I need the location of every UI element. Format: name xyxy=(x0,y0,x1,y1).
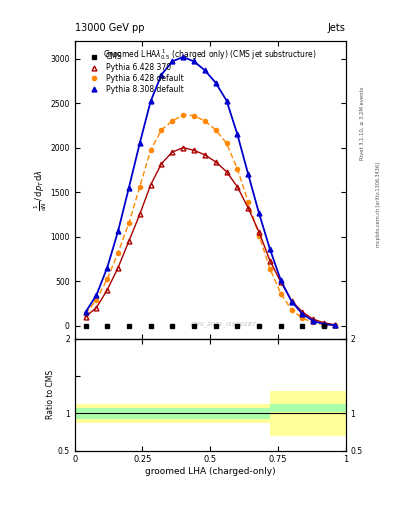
Pythia 6.428 default xyxy=(138,184,142,190)
Pythia 6.428 370 xyxy=(332,322,337,328)
Y-axis label: Ratio to CMS: Ratio to CMS xyxy=(46,370,55,419)
Pythia 6.428 370 xyxy=(116,265,120,271)
Pythia 8.308 default xyxy=(300,311,305,317)
Pythia 8.308 default xyxy=(278,277,283,283)
Pythia 6.428 default xyxy=(148,147,153,154)
Text: CMS_2021_I1920187: CMS_2021_I1920187 xyxy=(191,321,257,327)
Line: Pythia 8.308 default: Pythia 8.308 default xyxy=(83,55,338,328)
Pythia 6.428 default xyxy=(289,307,294,313)
Pythia 8.308 default xyxy=(246,172,251,178)
CMS xyxy=(257,323,261,329)
Pythia 8.308 default xyxy=(289,298,294,305)
Pythia 6.428 370 xyxy=(322,320,327,326)
CMS xyxy=(322,323,327,329)
Pythia 6.428 370 xyxy=(202,152,207,158)
CMS xyxy=(170,323,174,329)
Pythia 6.428 default xyxy=(94,296,99,303)
Pythia 8.308 default xyxy=(116,228,120,234)
Pythia 6.428 370 xyxy=(83,313,88,319)
Pythia 6.428 370 xyxy=(289,297,294,304)
Pythia 6.428 370 xyxy=(257,229,261,235)
Pythia 8.308 default xyxy=(138,140,142,146)
Pythia 8.308 default xyxy=(181,54,185,60)
Pythia 8.308 default xyxy=(322,321,327,327)
Pythia 6.428 default xyxy=(213,127,218,133)
Pythia 8.308 default xyxy=(235,131,240,137)
Pythia 8.308 default xyxy=(94,292,99,298)
Pythia 6.428 default xyxy=(311,319,316,326)
CMS xyxy=(148,323,153,329)
Line: CMS: CMS xyxy=(83,323,327,328)
Pythia 8.308 default xyxy=(127,185,131,191)
Pythia 8.308 default xyxy=(148,98,153,104)
Pythia 8.308 default xyxy=(83,309,88,315)
Pythia 8.308 default xyxy=(311,318,316,324)
Pythia 6.428 default xyxy=(322,322,327,328)
Pythia 6.428 370 xyxy=(94,305,99,311)
Pythia 8.308 default xyxy=(170,58,174,65)
Pythia 6.428 370 xyxy=(235,184,240,190)
Pythia 6.428 default xyxy=(127,220,131,226)
Y-axis label: $\frac{1}{\mathrm{d}N}\,/\,\mathrm{d}p_T\,\mathrm{d}\lambda$: $\frac{1}{\mathrm{d}N}\,/\,\mathrm{d}p_T… xyxy=(33,169,49,211)
CMS xyxy=(127,323,131,329)
Pythia 6.428 default xyxy=(246,199,251,205)
Pythia 6.428 370 xyxy=(148,182,153,188)
Legend: CMS, Pythia 6.428 370, Pythia 6.428 default, Pythia 8.308 default: CMS, Pythia 6.428 370, Pythia 6.428 defa… xyxy=(84,51,185,96)
Pythia 8.308 default xyxy=(105,265,110,271)
Pythia 8.308 default xyxy=(192,58,196,65)
Text: Groomed LHA$\lambda^1_{0.5}$ (charged only) (CMS jet substructure): Groomed LHA$\lambda^1_{0.5}$ (charged on… xyxy=(103,47,317,62)
Pythia 6.428 default xyxy=(332,322,337,328)
Pythia 6.428 default xyxy=(224,140,229,146)
Pythia 6.428 default xyxy=(116,249,120,255)
Pythia 6.428 default xyxy=(257,232,261,239)
Pythia 8.308 default xyxy=(159,72,164,78)
Pythia 6.428 default xyxy=(235,166,240,172)
Text: Rivet 3.1.10, ≥ 3.2M events: Rivet 3.1.10, ≥ 3.2M events xyxy=(360,86,365,160)
Pythia 8.308 default xyxy=(268,246,272,252)
CMS xyxy=(213,323,218,329)
Text: Jets: Jets xyxy=(328,23,346,33)
Pythia 8.308 default xyxy=(213,80,218,86)
Text: 13000 GeV pp: 13000 GeV pp xyxy=(75,23,144,33)
Pythia 6.428 default xyxy=(170,118,174,124)
Pythia 6.428 default xyxy=(159,127,164,133)
X-axis label: groomed LHA (charged-only): groomed LHA (charged-only) xyxy=(145,467,275,476)
CMS xyxy=(105,323,110,329)
Pythia 6.428 370 xyxy=(138,211,142,218)
Pythia 8.308 default xyxy=(332,322,337,328)
Pythia 6.428 default xyxy=(268,266,272,272)
CMS xyxy=(300,323,305,329)
Pythia 6.428 370 xyxy=(278,279,283,285)
Pythia 6.428 370 xyxy=(213,159,218,165)
Pythia 6.428 default xyxy=(83,311,88,317)
Pythia 6.428 370 xyxy=(246,205,251,211)
Pythia 8.308 default xyxy=(257,210,261,217)
Pythia 6.428 370 xyxy=(170,149,174,155)
Line: Pythia 6.428 default: Pythia 6.428 default xyxy=(83,113,337,327)
Pythia 8.308 default xyxy=(202,67,207,73)
Line: Pythia 6.428 370: Pythia 6.428 370 xyxy=(83,145,338,327)
Pythia 6.428 370 xyxy=(300,309,305,315)
Pythia 8.308 default xyxy=(224,97,229,103)
Pythia 6.428 default xyxy=(181,112,185,118)
Text: mcplots.cern.ch [arXiv:1306.3436]: mcplots.cern.ch [arXiv:1306.3436] xyxy=(376,162,382,247)
Pythia 6.428 370 xyxy=(105,287,110,293)
Pythia 6.428 370 xyxy=(181,144,185,151)
Pythia 6.428 default xyxy=(105,276,110,282)
Pythia 6.428 370 xyxy=(268,258,272,264)
CMS xyxy=(235,323,240,329)
Pythia 6.428 370 xyxy=(311,316,316,323)
Pythia 6.428 default xyxy=(202,118,207,124)
Pythia 6.428 370 xyxy=(224,168,229,175)
Pythia 6.428 370 xyxy=(192,147,196,154)
Pythia 6.428 default xyxy=(278,290,283,296)
Pythia 6.428 default xyxy=(192,113,196,119)
CMS xyxy=(278,323,283,329)
Pythia 6.428 370 xyxy=(127,238,131,244)
Pythia 6.428 370 xyxy=(159,161,164,167)
CMS xyxy=(192,323,196,329)
CMS xyxy=(83,323,88,329)
Pythia 6.428 default xyxy=(300,315,305,322)
